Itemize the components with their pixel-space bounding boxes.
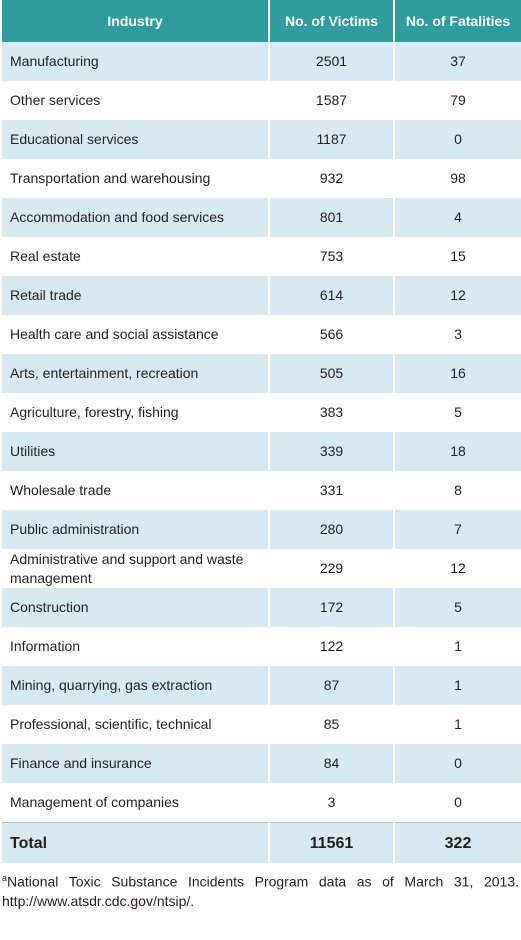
number-cell: 87 — [268, 666, 395, 705]
industry-cell: Total — [0, 822, 270, 863]
number-cell: 1587 — [268, 81, 395, 120]
table-row: Management of companies 3 0 — [0, 783, 521, 823]
industry-cell: Management of companies — [0, 783, 270, 823]
number-cell: 2501 — [268, 42, 395, 81]
number-cell: 84 — [268, 744, 395, 783]
industry-cell: Public administration — [0, 510, 270, 549]
industry-cell: Construction — [0, 588, 270, 627]
number-cell: 12 — [393, 276, 521, 315]
number-cell: 7 — [393, 510, 521, 549]
number-cell: 8 — [393, 471, 521, 510]
number-cell: 1187 — [268, 120, 395, 159]
number-cell: 16 — [393, 354, 521, 393]
number-cell: 1 — [393, 705, 521, 744]
number-cell: 322 — [393, 822, 521, 863]
table-row: Health care and social assistance 566 3 — [0, 315, 521, 354]
number-cell: 614 — [268, 276, 395, 315]
number-cell: 3 — [393, 315, 521, 354]
number-cell: 331 — [268, 471, 395, 510]
number-cell: 753 — [268, 237, 395, 276]
number-cell: 566 — [268, 315, 395, 354]
table-row: Mining, quarrying, gas extraction 87 1 — [0, 666, 521, 705]
number-cell: 932 — [268, 159, 395, 198]
number-cell: 172 — [268, 588, 395, 627]
table-row: Other services 1587 79 — [0, 81, 521, 120]
number-cell: 0 — [393, 120, 521, 159]
number-cell: 383 — [268, 393, 395, 432]
number-cell: 15 — [393, 237, 521, 276]
number-cell: 229 — [268, 549, 395, 588]
table-row: Arts, entertainment, recreation 505 16 — [0, 354, 521, 393]
number-cell: 79 — [393, 81, 521, 120]
table-head: Industry No. of Victims No. of Fatalitie… — [0, 0, 521, 42]
industry-cell: Agriculture, forestry, fishing — [0, 393, 270, 432]
table-body: Manufacturing 2501 37 Other services 1587 79 E… — [0, 42, 521, 863]
table-row: Transportation and warehousing 932 98 — [0, 159, 521, 198]
number-cell: 5 — [393, 393, 521, 432]
header-cell: Industry — [0, 0, 270, 42]
table-row: Finance and insurance 84 0 — [0, 744, 521, 783]
number-cell: 339 — [268, 432, 395, 471]
industry-cell: Real estate — [0, 237, 270, 276]
industry-cell: Transportation and warehousing — [0, 159, 270, 198]
number-cell: 98 — [393, 159, 521, 198]
header-cell: No. of Fatalities — [393, 0, 521, 42]
industry-cell: Professional, scientific, technical — [0, 705, 270, 744]
industry-cell: Educational services — [0, 120, 270, 159]
number-cell: 1 — [393, 627, 521, 666]
table-row: Agriculture, forestry, fishing 383 5 — [0, 393, 521, 432]
number-cell: 0 — [393, 744, 521, 783]
industry-cell: Other services — [0, 81, 270, 120]
table-row: Administrative and support and waste man… — [0, 549, 521, 588]
number-cell: 18 — [393, 432, 521, 471]
header-cell: No. of Victims — [268, 0, 395, 42]
table-row: Wholesale trade 331 8 — [0, 471, 521, 510]
number-cell: 3 — [268, 783, 395, 823]
footnote-marker: a — [2, 873, 8, 883]
footnote: aNational Toxic Substance Incidents Prog… — [0, 863, 521, 911]
data-table: Industry No. of Victims No. of Fatalitie… — [0, 0, 521, 863]
number-cell: 801 — [268, 198, 395, 237]
table-row: Information 122 1 — [0, 627, 521, 666]
number-cell: 12 — [393, 549, 521, 588]
number-cell: 0 — [393, 783, 521, 823]
industry-cell: Arts, entertainment, recreation — [0, 354, 270, 393]
number-cell: 5 — [393, 588, 521, 627]
table-row: Accommodation and food services 801 4 — [0, 198, 521, 237]
industry-cell: Administrative and support and waste man… — [0, 549, 270, 588]
number-cell: 11561 — [268, 822, 395, 863]
table-row: Educational services 1187 0 — [0, 120, 521, 159]
number-cell: 280 — [268, 510, 395, 549]
industry-cell: Utilities — [0, 432, 270, 471]
table-row: Total 11561 322 — [0, 822, 521, 863]
industry-cell: Finance and insurance — [0, 744, 270, 783]
industry-cell: Mining, quarrying, gas extraction — [0, 666, 270, 705]
industry-cell: Accommodation and food services — [0, 198, 270, 237]
table-row: Retail trade 614 12 — [0, 276, 521, 315]
table-row: Utilities 339 18 — [0, 432, 521, 471]
table-row: Professional, scientific, technical 85 1 — [0, 705, 521, 744]
industry-cell: Health care and social assistance — [0, 315, 270, 354]
table-row: Manufacturing 2501 37 — [0, 42, 521, 81]
number-cell: 37 — [393, 42, 521, 81]
number-cell: 4 — [393, 198, 521, 237]
industry-cell: Retail trade — [0, 276, 270, 315]
number-cell: 505 — [268, 354, 395, 393]
industry-cell: Wholesale trade — [0, 471, 270, 510]
number-cell: 122 — [268, 627, 395, 666]
number-cell: 1 — [393, 666, 521, 705]
industry-cell: Information — [0, 627, 270, 666]
table-row: Construction 172 5 — [0, 588, 521, 627]
header-row: Industry No. of Victims No. of Fatalitie… — [0, 0, 521, 42]
table-row: Public administration 280 7 — [0, 510, 521, 549]
table-row: Real estate 753 15 — [0, 237, 521, 276]
industry-cell: Manufacturing — [0, 42, 270, 81]
footnote-text: National Toxic Substance Incidents Progr… — [2, 873, 519, 909]
number-cell: 85 — [268, 705, 395, 744]
